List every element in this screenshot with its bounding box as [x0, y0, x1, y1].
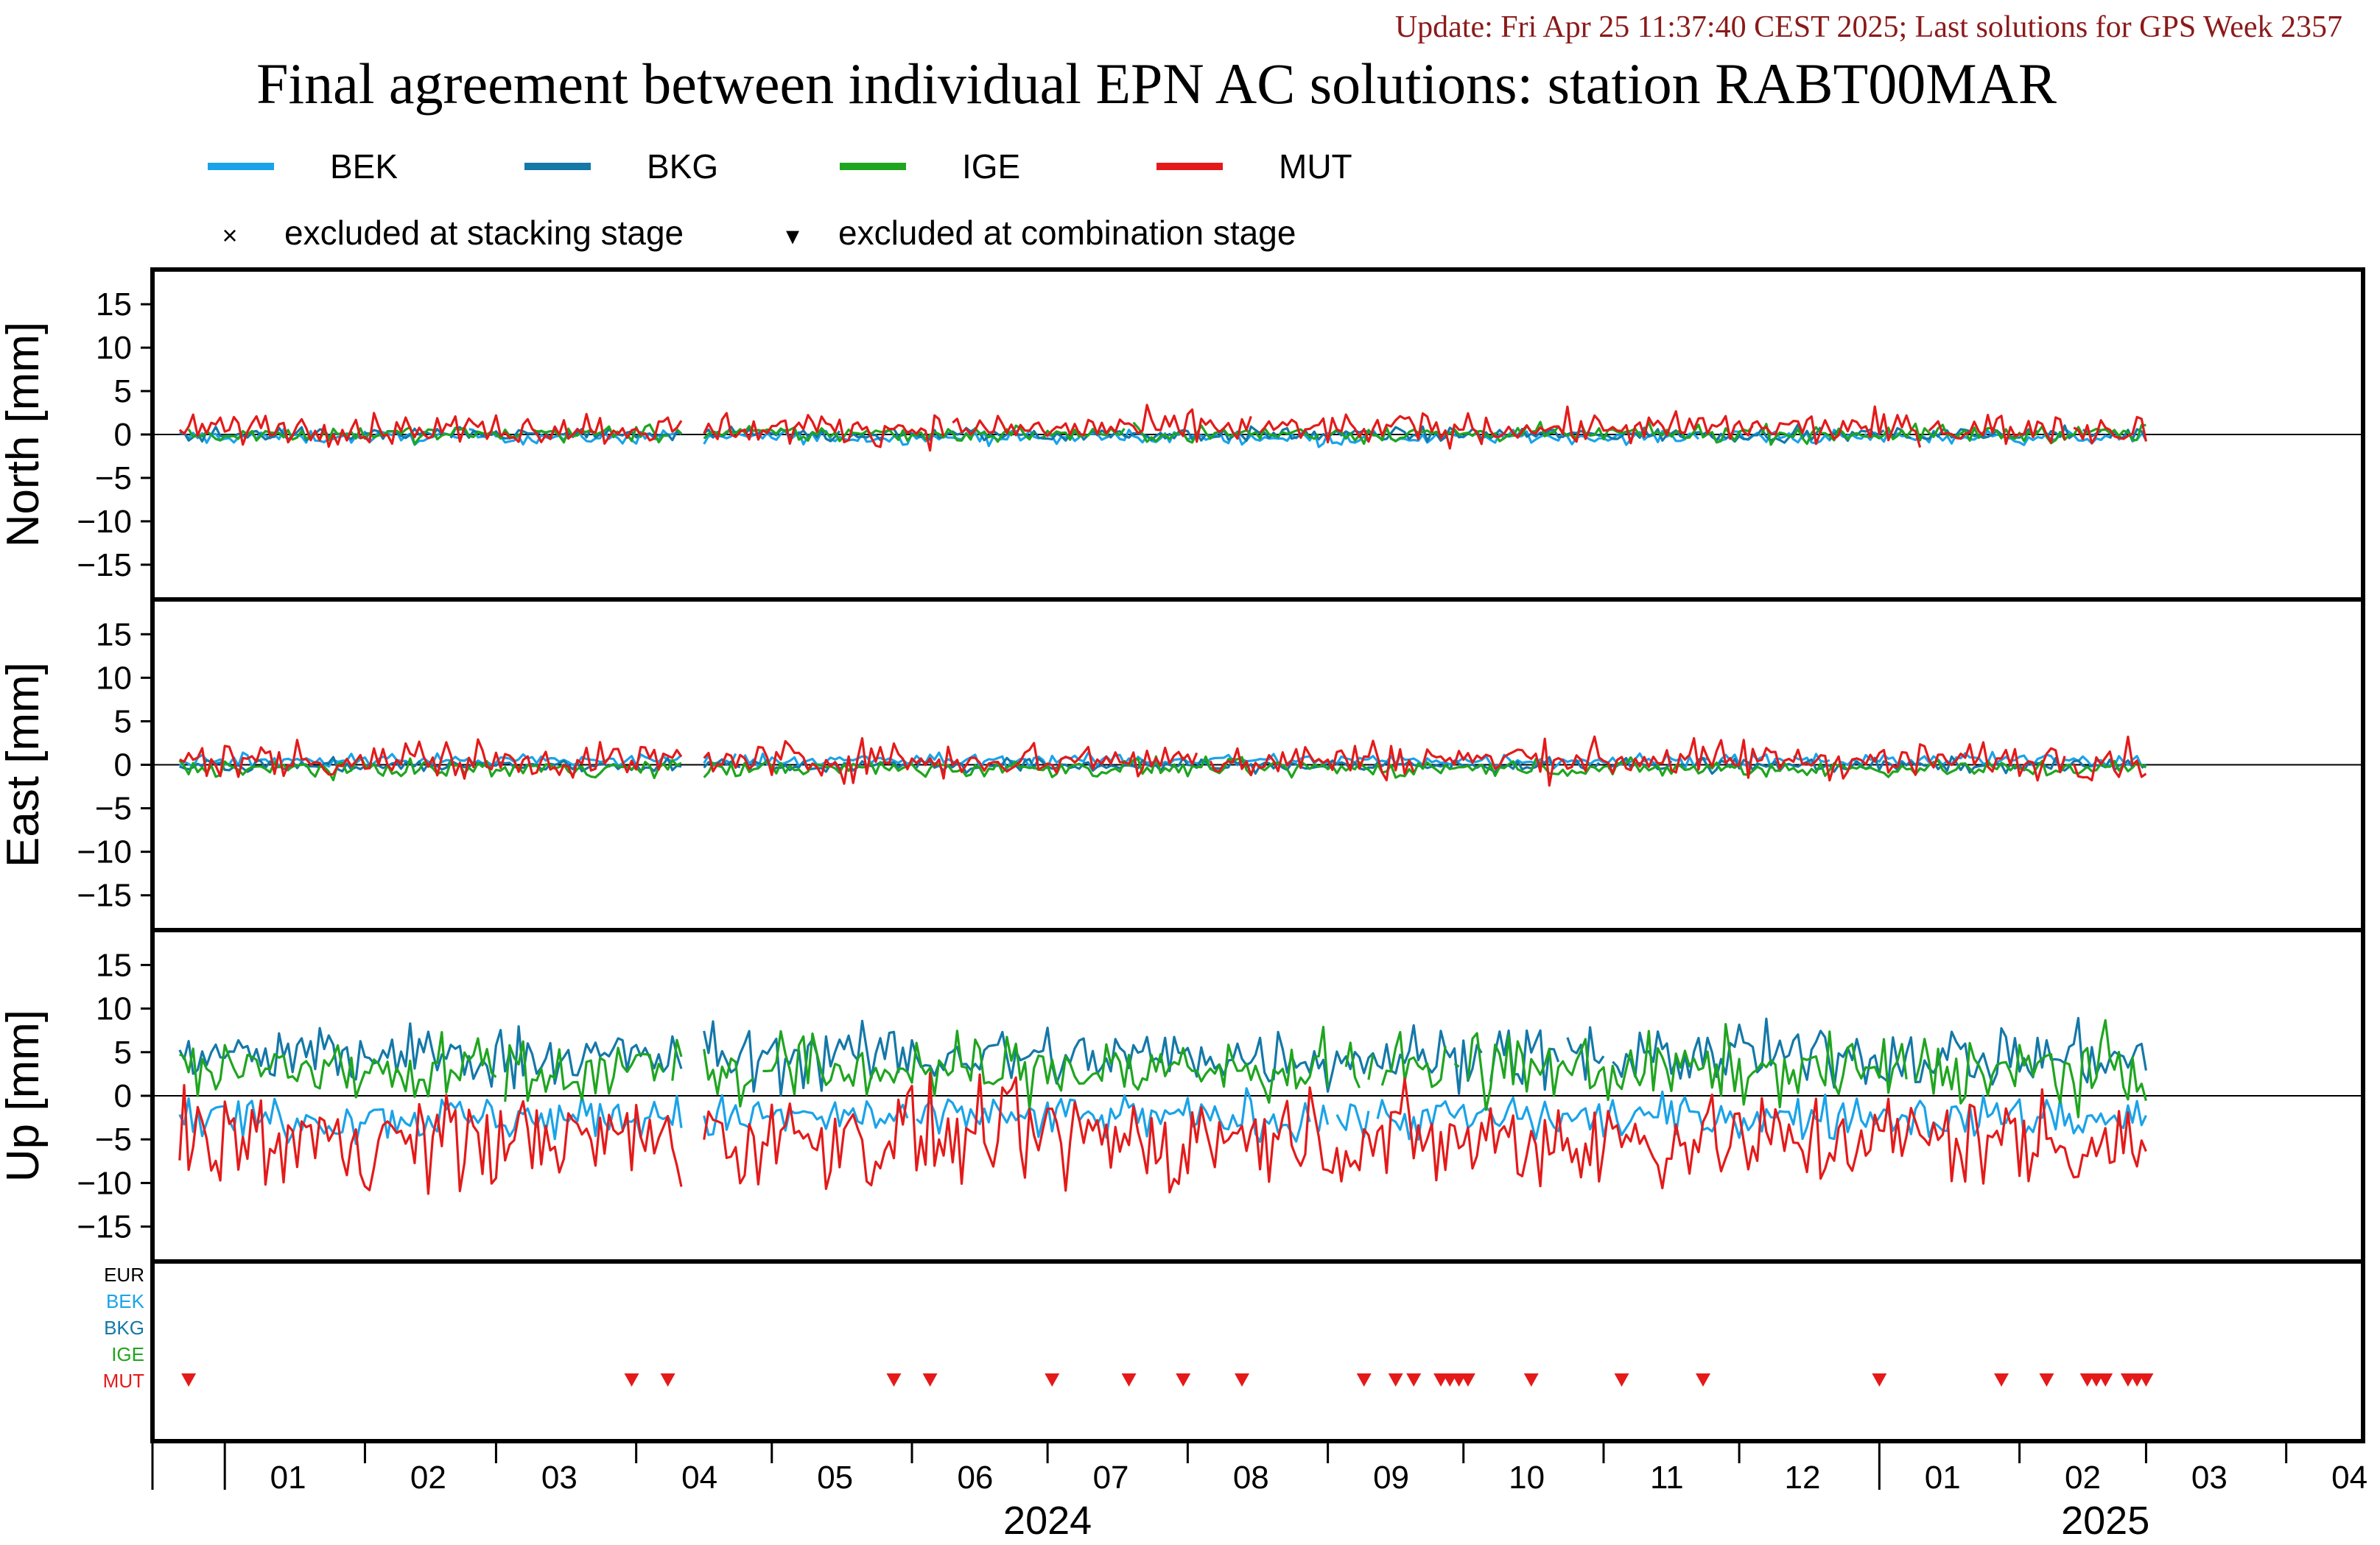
year-label: 2024 [1003, 1499, 1092, 1543]
combination-exclusion-marker [1176, 1373, 1191, 1387]
combination-exclusion-marker [1356, 1373, 1372, 1387]
legend-label-bkg: BKG [647, 147, 718, 186]
y-tick-label: −5 [95, 1122, 132, 1158]
combination-exclusion-marker [1872, 1373, 1887, 1387]
combination-exclusion-marker [1045, 1373, 1060, 1387]
x-tick-label: 04 [2331, 1460, 2367, 1496]
x-tick-label: 11 [1650, 1460, 1684, 1496]
legend-label-bek: BEK [330, 147, 398, 186]
panel-north: 15 10 5 0 −5 −10 −15 North [mm] [0, 267, 2365, 602]
x-tick-label: 12 [1785, 1460, 1821, 1496]
y-tick-label: −15 [77, 878, 132, 914]
combination-exclusion-marker [1994, 1373, 2009, 1387]
panels-group: 15 10 5 0 −5 −10 −15 North [mm] 15 10 5 0 −5 −10 −15 Ea… [0, 267, 2365, 1264]
x-tick-label: 09 [1373, 1460, 1409, 1496]
combination-exclusion-marker [1388, 1373, 1403, 1387]
series-bek [178, 1087, 2147, 1145]
legend: BEK BKG IGE MUT × excluded at stacking s… [208, 147, 1352, 252]
combination-exclusion-marker [1406, 1373, 1422, 1387]
legend-excluded-combination: excluded at combination stage [838, 214, 1296, 252]
y-tick-label: −10 [77, 504, 132, 540]
y-tick-label: 5 [114, 703, 132, 739]
x-tick-label: 03 [2191, 1460, 2228, 1496]
y-tick-label: 0 [114, 1078, 132, 1114]
combination-exclusion-marker [2138, 1373, 2154, 1387]
y-tick-label: 10 [96, 330, 132, 366]
y-tick-label: 10 [96, 991, 132, 1027]
x-tick-label: 01 [1925, 1460, 1961, 1496]
series-mut [178, 1071, 2147, 1195]
series-mut [178, 404, 2147, 452]
y-axis-label: North [mm] [0, 322, 49, 548]
x-tick-label: 08 [1233, 1460, 1269, 1496]
y-tick-label: −15 [77, 1209, 132, 1245]
y-axis-label: Up [mm] [0, 1010, 49, 1182]
series-ige [179, 1018, 2147, 1119]
combination-exclusion-marker [2098, 1373, 2113, 1387]
legend-excluded-stacking: excluded at stacking stage [284, 214, 684, 252]
combination-exclusion-marker [1523, 1373, 1539, 1387]
x-tick-label: 02 [410, 1460, 446, 1496]
x-tick-label: 06 [957, 1460, 993, 1496]
y-tick-label: −5 [95, 791, 132, 827]
update-text: Update: Fri Apr 25 11:37:40 CEST 2025; L… [1395, 10, 2342, 44]
combination-exclusion-marker [624, 1373, 639, 1387]
y-tick-label: 0 [114, 417, 132, 453]
combination-exclusion-marker [922, 1373, 938, 1387]
combination-exclusion-marker [181, 1373, 197, 1387]
year-label: 2025 [2061, 1499, 2149, 1543]
legend-label-mut: MUT [1279, 147, 1352, 186]
panel-east: 15 10 5 0 −5 −10 −15 East [mm] [0, 597, 2365, 932]
legend-label-ige: IGE [962, 147, 1020, 186]
combination-exclusion-marker [1121, 1373, 1137, 1387]
x-tick-label: 05 [817, 1460, 853, 1496]
row-label-bek: BEK [106, 1290, 145, 1312]
combination-exclusion-marker [1235, 1373, 1250, 1387]
exclusion-frame [150, 1259, 2365, 1443]
y-tick-label: 10 [96, 660, 132, 696]
row-label-bkg: BKG [104, 1317, 144, 1339]
x-tick-label: 01 [270, 1460, 306, 1496]
row-label-eur: EUR [104, 1264, 144, 1286]
exclusion-panel: EUR BEK BKG IGE MUT [103, 1259, 2365, 1443]
y-tick-label: −10 [77, 834, 132, 870]
combination-exclusion-marker [2039, 1373, 2054, 1387]
x-tick-label: 07 [1093, 1460, 1129, 1496]
y-tick-label: 0 [114, 747, 132, 784]
combination-exclusion-marker [1695, 1373, 1710, 1387]
stacking-symbol: × [222, 220, 237, 250]
x-tick-label: 02 [2065, 1460, 2101, 1496]
series-bkg [178, 1016, 2147, 1097]
y-axis-label: East [mm] [0, 662, 49, 867]
x-axis: 01 02 03 04 05 06 07 08 09 10 11 12 01 02 03 04 2024 2025 [151, 1441, 2367, 1543]
y-tick-label: −15 [77, 547, 132, 583]
y-tick-label: 15 [96, 616, 132, 652]
y-tick-label: 15 [96, 947, 132, 983]
combination-exclusion-marker [1614, 1373, 1629, 1387]
row-label-mut: MUT [103, 1370, 144, 1392]
y-tick-label: −10 [77, 1165, 132, 1201]
combination-symbol: ▾ [786, 220, 799, 250]
y-tick-label: 15 [96, 286, 132, 323]
y-tick-label: 5 [114, 373, 132, 409]
y-tick-label: 5 [114, 1035, 132, 1071]
panel-up: 15 10 5 0 −5 −10 −15 Up [mm] [0, 928, 2365, 1264]
x-tick-label: 10 [1509, 1460, 1545, 1496]
x-tick-label: 04 [681, 1460, 717, 1496]
combination-exclusion-marker [886, 1373, 902, 1387]
x-tick-label: 03 [541, 1460, 578, 1496]
chart-title: Final agreement between individual EPN A… [256, 52, 2057, 116]
combination-exclusion-marker [1460, 1373, 1475, 1387]
combination-exclusion-marker [660, 1373, 675, 1387]
y-tick-label: −5 [95, 460, 132, 496]
row-label-ige: IGE [111, 1343, 144, 1365]
series-mut [179, 735, 2147, 787]
